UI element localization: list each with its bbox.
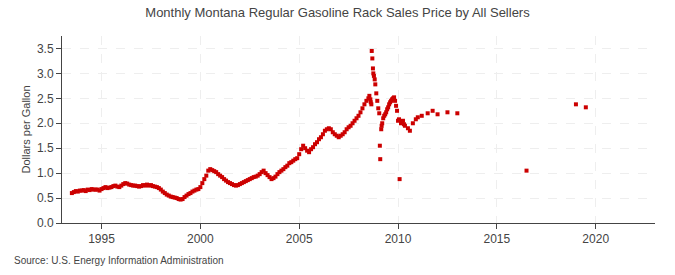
svg-text:0.5: 0.5 [37, 191, 54, 205]
svg-text:2.5: 2.5 [37, 92, 54, 106]
svg-text:2000: 2000 [187, 232, 214, 246]
svg-text:1.0: 1.0 [37, 166, 54, 180]
svg-text:2010: 2010 [385, 232, 412, 246]
svg-text:1.5: 1.5 [37, 141, 54, 155]
svg-text:Source: U.S. Energy Informatio: Source: U.S. Energy Information Administ… [14, 255, 224, 266]
svg-text:Monthly Montana Regular Gasoli: Monthly Montana Regular Gasoline Rack Sa… [145, 5, 530, 20]
svg-text:3.0: 3.0 [37, 67, 54, 81]
svg-text:2015: 2015 [484, 232, 511, 246]
svg-text:2005: 2005 [286, 232, 313, 246]
svg-text:2.0: 2.0 [37, 116, 54, 130]
svg-text:2020: 2020 [582, 232, 609, 246]
svg-text:Dollars per Gallon: Dollars per Gallon [20, 85, 32, 173]
svg-text:3.5: 3.5 [37, 42, 54, 56]
svg-text:0.0: 0.0 [37, 216, 54, 230]
svg-text:1995: 1995 [88, 232, 115, 246]
